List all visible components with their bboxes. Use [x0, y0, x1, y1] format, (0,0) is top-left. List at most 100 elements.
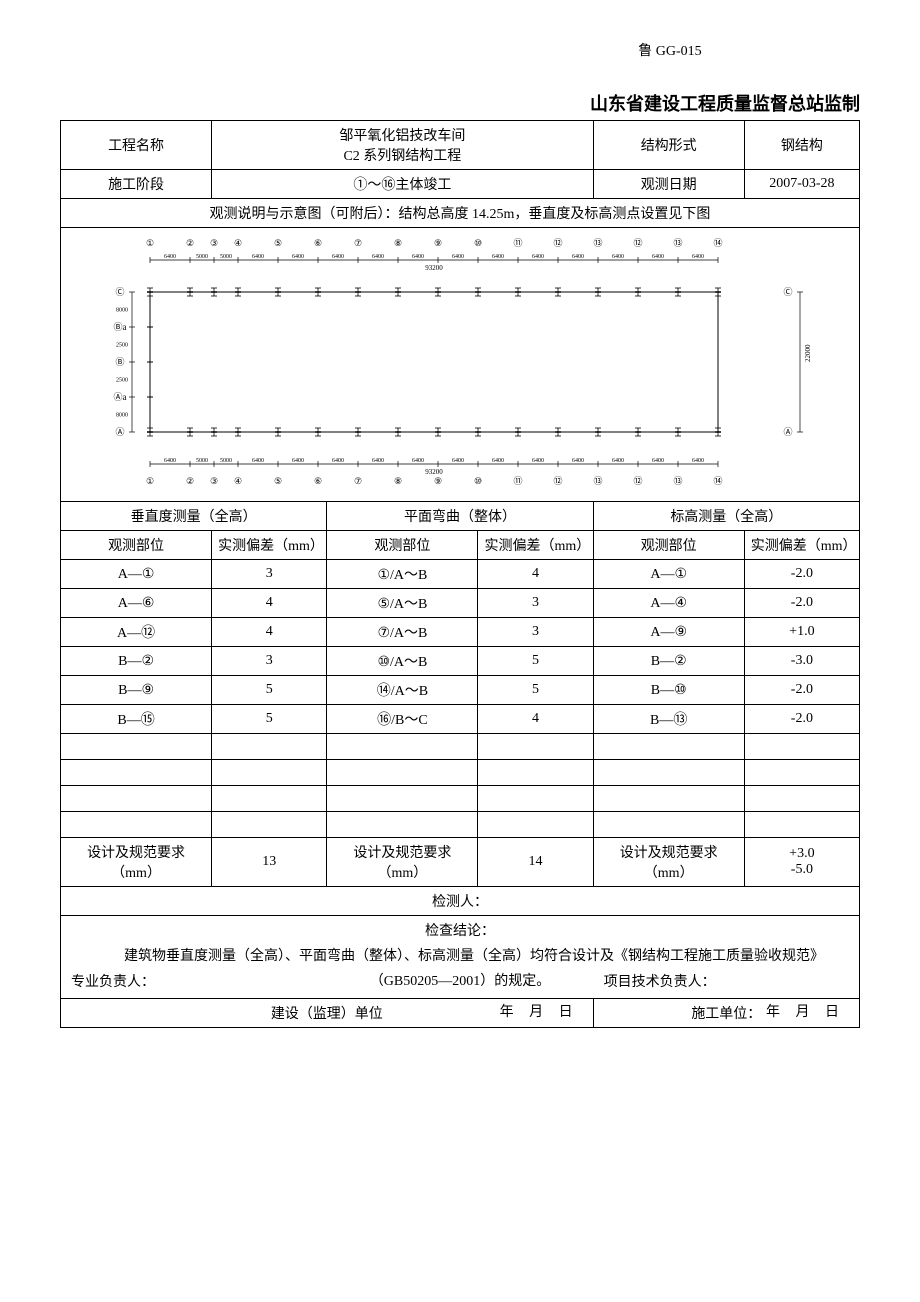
svg-text:6400: 6400 — [292, 458, 304, 464]
svg-text:⑪: ⑪ — [513, 476, 522, 486]
table-row: B—②3⑩/A～B5B—②-3.0 — [61, 647, 860, 676]
table-cell: ⑭/A～B — [327, 676, 478, 705]
svg-text:5000: 5000 — [220, 254, 232, 260]
table-cell: ①/A～B — [327, 560, 478, 589]
svg-text:⑩: ⑩ — [474, 238, 482, 248]
spec-e-val: +3.0 -5.0 — [744, 838, 859, 887]
svg-text:⑨: ⑨ — [434, 238, 442, 248]
svg-text:⑦: ⑦ — [354, 238, 362, 248]
table-cell: -2.0 — [744, 589, 859, 618]
svg-text:6400: 6400 — [452, 254, 464, 260]
svg-text:5000: 5000 — [196, 254, 208, 260]
svg-text:⑫: ⑫ — [633, 476, 642, 486]
table-row: B—⑮5⑯/B～C4B—⑬-2.0 — [61, 705, 860, 734]
table-cell: 5 — [478, 647, 593, 676]
svg-text:⑨: ⑨ — [434, 476, 442, 486]
svg-text:6400: 6400 — [652, 458, 664, 464]
section-elevation: 标高测量（全高） — [593, 502, 859, 531]
svg-text:Ⓒ: Ⓒ — [115, 287, 124, 297]
table-cell: ⑯/B～C — [327, 705, 478, 734]
svg-text:⑬: ⑬ — [673, 476, 682, 486]
table-cell: B—② — [593, 647, 744, 676]
table-cell: 3 — [212, 560, 327, 589]
spec-v-val: 13 — [212, 838, 327, 887]
table-cell: -2.0 — [744, 676, 859, 705]
svg-text:⑬: ⑬ — [673, 238, 682, 248]
contractor-sig: 施工单位： 项目技术负责人： 年 月 日 — [593, 999, 859, 1028]
table-cell: 5 — [478, 676, 593, 705]
section-plane: 平面弯曲（整体） — [327, 502, 593, 531]
svg-text:6400: 6400 — [612, 458, 624, 464]
supervisor-person: 专业负责人： — [71, 971, 155, 991]
conclusion-label: 检查结论： — [67, 920, 853, 940]
svg-text:⑬: ⑬ — [593, 476, 602, 486]
svg-text:⑪: ⑪ — [513, 238, 522, 248]
table-cell: B—② — [61, 647, 212, 676]
col-deviation-3: 实测偏差（mm） — [744, 531, 859, 560]
svg-text:Ⓐ: Ⓐ — [115, 427, 124, 437]
structure-type: 钢结构 — [744, 121, 859, 170]
svg-text:Ⓐa: Ⓐa — [114, 392, 127, 402]
table-cell: A—① — [593, 560, 744, 589]
table-cell: A—⑫ — [61, 618, 212, 647]
svg-text:6400: 6400 — [412, 254, 424, 260]
svg-text:⑥: ⑥ — [314, 476, 322, 486]
spec-label-2: 设计及规范要求（mm） — [327, 838, 478, 887]
svg-text:6400: 6400 — [532, 254, 544, 260]
supervisor-sig: 建设（监理）单位 专业负责人： 年 月 日 — [61, 999, 594, 1028]
svg-text:93200: 93200 — [425, 264, 443, 272]
table-cell: +1.0 — [744, 618, 859, 647]
table-cell: 3 — [212, 647, 327, 676]
section-vertical: 垂直度测量（全高） — [61, 502, 327, 531]
conclusion: 检查结论： 建筑物垂直度测量（全高）、平面弯曲（整体）、标高测量（全高）均符合设… — [61, 916, 860, 999]
obs-date-label: 观测日期 — [593, 170, 744, 199]
obs-date: 2007-03-28 — [744, 170, 859, 199]
svg-text:2500: 2500 — [116, 343, 128, 349]
table-cell: B—⑮ — [61, 705, 212, 734]
svg-text:8000: 8000 — [116, 413, 128, 419]
svg-text:⑭: ⑭ — [713, 238, 722, 248]
table-cell: ⑤/A～B — [327, 589, 478, 618]
col-obs-point-3: 观测部位 — [593, 531, 744, 560]
svg-text:⑫: ⑫ — [553, 476, 562, 486]
col-obs-point-1: 观测部位 — [61, 531, 212, 560]
svg-text:⑫: ⑫ — [633, 238, 642, 248]
table-cell: -3.0 — [744, 647, 859, 676]
spec-label-1: 设计及规范要求（mm） — [61, 838, 212, 887]
table-cell: 4 — [212, 589, 327, 618]
project-name: 邹平氧化铝技改车间 C2 系列钢结构工程 — [212, 121, 593, 170]
svg-text:6400: 6400 — [492, 254, 504, 260]
svg-text:6400: 6400 — [372, 458, 384, 464]
svg-text:6400: 6400 — [652, 254, 664, 260]
svg-text:6400: 6400 — [452, 458, 464, 464]
svg-text:6400: 6400 — [532, 458, 544, 464]
doc-code: 鲁 GG-015 — [480, 40, 860, 60]
svg-text:⑧: ⑧ — [394, 238, 402, 248]
table-cell: A—① — [61, 560, 212, 589]
phase-label: 施工阶段 — [61, 170, 212, 199]
svg-text:②: ② — [186, 238, 194, 248]
table-row: A—⑫4⑦/A～B3A—⑨+1.0 — [61, 618, 860, 647]
svg-text:⑤: ⑤ — [274, 238, 282, 248]
main-table: 工程名称 邹平氧化铝技改车间 C2 系列钢结构工程 结构形式 钢结构 施工阶段 … — [60, 120, 860, 1028]
svg-text:①: ① — [146, 238, 154, 248]
doc-title: 山东省建设工程质量监督总站监制 — [60, 90, 860, 116]
svg-text:6400: 6400 — [332, 254, 344, 260]
table-cell: -2.0 — [744, 560, 859, 589]
svg-text:⑤: ⑤ — [274, 476, 282, 486]
table-cell: 3 — [478, 618, 593, 647]
phase: ①～⑯主体竣工 — [212, 170, 593, 199]
svg-text:⑥: ⑥ — [314, 238, 322, 248]
svg-text:④: ④ — [234, 238, 242, 248]
svg-text:6400: 6400 — [164, 458, 176, 464]
table-cell: -2.0 — [744, 705, 859, 734]
svg-text:22000: 22000 — [804, 344, 812, 362]
svg-text:6400: 6400 — [252, 458, 264, 464]
col-deviation-2: 实测偏差（mm） — [478, 531, 593, 560]
svg-text:③: ③ — [210, 238, 218, 248]
table-cell: 4 — [478, 560, 593, 589]
svg-text:6400: 6400 — [692, 254, 704, 260]
svg-text:Ⓑa: Ⓑa — [114, 322, 127, 332]
table-cell: 4 — [212, 618, 327, 647]
inspector: 检测人： — [61, 887, 860, 916]
